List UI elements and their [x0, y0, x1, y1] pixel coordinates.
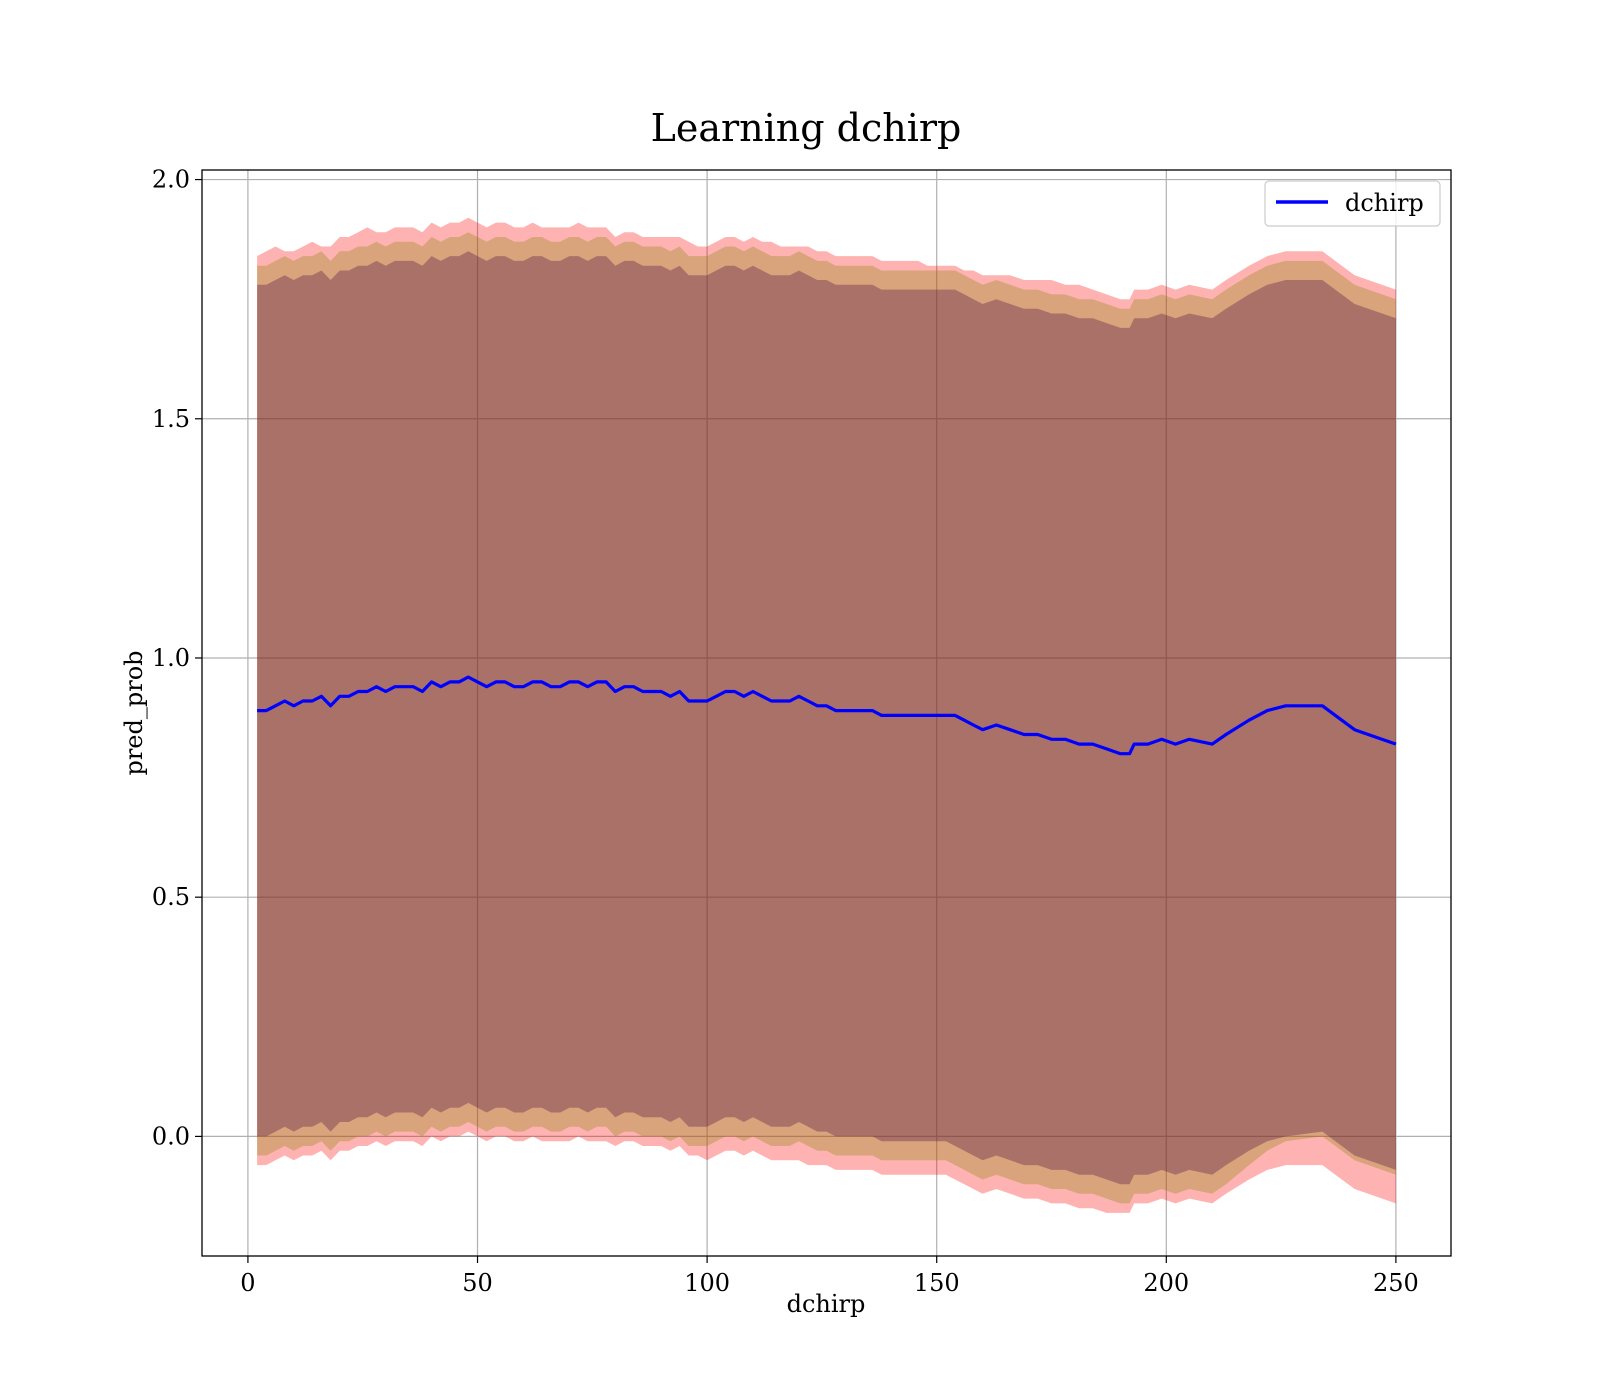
- band-middle: [257, 232, 1396, 1204]
- plot-frame: [201, 169, 1452, 1257]
- x-tick-label: 50: [462, 1269, 493, 1297]
- chart-title: Learning dchirp: [651, 106, 962, 150]
- band-inner: [257, 251, 1396, 1185]
- legend-label: dchirp: [1345, 189, 1424, 217]
- x-axis-ticks: 0 50 100 150 200 250: [240, 1256, 1419, 1297]
- confidence-bands: [257, 217, 1396, 1213]
- grid: [202, 170, 1451, 1256]
- y-tick-label: 1.5: [152, 405, 190, 433]
- y-axis-label: pred_prob: [120, 650, 148, 775]
- x-tick-label: 0: [240, 1269, 255, 1297]
- x-tick-label: 100: [684, 1269, 730, 1297]
- y-tick-label: 0.0: [152, 1122, 190, 1150]
- x-tick-label: 250: [1373, 1269, 1419, 1297]
- series-line-dchirp: [257, 675, 1397, 756]
- y-tick-label: 2.0: [152, 166, 190, 194]
- x-tick-label: 150: [914, 1269, 960, 1297]
- x-axis-label: dchirp: [787, 1290, 866, 1318]
- y-tick-label: 1.0: [152, 644, 190, 672]
- x-tick-label: 200: [1143, 1269, 1189, 1297]
- legend: dchirp: [1264, 180, 1441, 227]
- y-tick-label: 0.5: [152, 883, 190, 911]
- y-axis-ticks: 0.0 0.5 1.0 1.5 2.0: [152, 166, 202, 1150]
- band-outer: [257, 217, 1396, 1213]
- legend-box: [1264, 180, 1441, 227]
